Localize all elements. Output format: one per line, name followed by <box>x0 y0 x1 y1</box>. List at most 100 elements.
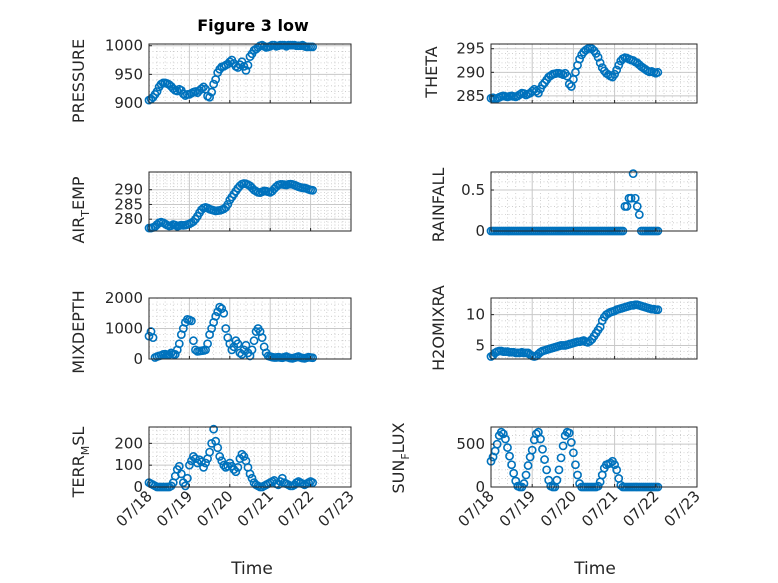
panel-terr-msl-ytick-label: 200 <box>114 434 143 452</box>
panel-mixdepth-ytick-label: 1000 <box>105 320 143 338</box>
panel-mixdepth-data-point <box>219 308 229 318</box>
panel-pressure-data-point <box>308 42 318 52</box>
panel-sun-flux-data-point <box>606 458 615 468</box>
panel-mixdepth-data-point <box>211 311 221 321</box>
panel-sun-flux-ylabel: SUNFLUX <box>389 422 412 493</box>
panel-theta-axes-box <box>490 43 698 104</box>
panel-terr-msl-data-point <box>213 443 223 453</box>
panel-theta-ytick-label: 295 <box>456 40 485 58</box>
panel-theta-data-point <box>575 54 584 64</box>
panel-pressure-data-point <box>241 65 251 75</box>
panel-theta: 285 290 295 THETA <box>422 40 698 105</box>
panel-terr-msl-data-point <box>217 456 227 466</box>
panel-mixdepth-data-point <box>247 345 257 355</box>
panel-terr-msl-data-point <box>233 462 243 472</box>
panel-theta-data-point <box>595 58 605 68</box>
panel-sun-flux-data-point <box>505 451 514 461</box>
panel-mixdepth: 0 1000 2000 MIXDEPTH <box>69 289 352 374</box>
panel-sun-flux-ytick-label: 0 <box>475 478 485 496</box>
panel-pressure-ytick-label: 950 <box>114 65 143 83</box>
panel-mixdepth-data-point <box>237 350 247 359</box>
panel-theta-data-point <box>653 67 663 77</box>
panel-rainfall-data-point <box>628 169 638 179</box>
panel-sun-flux-axes-box <box>490 426 698 488</box>
panel-terr-msl-data-point <box>231 467 241 477</box>
panel-terr-msl-data-point <box>182 473 192 483</box>
panel-sun-flux-data-point <box>540 455 549 464</box>
panel-pressure-data-point <box>207 87 217 97</box>
panel-terr-msl-data-point <box>184 460 194 470</box>
panel-sun-flux-background <box>491 427 697 487</box>
panel-pressure-data-point <box>178 89 188 99</box>
panel-terr-msl-data-point <box>237 449 247 459</box>
panel-air-temp-ytick-label: 280 <box>114 210 143 228</box>
panel-sun-flux-ylabel-sub: F <box>399 453 412 459</box>
panel-mixdepth-data-point <box>187 316 196 326</box>
panel-sun-flux-data-point <box>558 441 568 451</box>
panel-sun-flux-xtick-label: 07/23 <box>661 487 704 530</box>
panel-pressure-ytick-label: 900 <box>114 94 143 112</box>
panel-air-temp-ytick-label: 290 <box>114 181 143 199</box>
panel-terr-msl-data-point <box>277 473 287 483</box>
panel-terr-msl-ylabel-sub: M <box>79 446 92 456</box>
panel-terr-msl-data-point <box>308 478 318 488</box>
panel-mixdepth-data-point <box>189 336 198 346</box>
panel-sun-flux-data-point <box>523 461 533 470</box>
panel-terr-msl-xtick-label: 07/20 <box>193 487 236 530</box>
panel-terr-msl-xtick-label: 07/19 <box>153 487 196 530</box>
panel-air-temp-ylabel: AIRTEMP <box>69 176 92 243</box>
panel-rainfall-ylabel: RAINFALL <box>429 168 448 243</box>
panel-pressure-data-point <box>199 82 208 92</box>
panel-sun-flux-data-point <box>501 434 510 444</box>
panel-mixdepth-data-point <box>241 340 251 350</box>
panel-mixdepth-data-point <box>257 333 267 343</box>
panel-rainfall-data-point <box>630 193 640 203</box>
panel-terr-msl-data-point <box>176 469 186 479</box>
panel-sun-flux-data-point <box>571 460 580 470</box>
panel-theta-ytick-label: 290 <box>456 63 485 81</box>
panel-mixdepth-data-point <box>203 339 212 349</box>
panel-theta-data-point <box>538 80 547 90</box>
panel-h2omixra-data-point <box>653 305 663 315</box>
panel-rainfall-data-point <box>634 210 644 220</box>
panel-pressure-data-point <box>243 60 253 70</box>
panel-air-temp-ylabel-main: AIR <box>69 217 88 244</box>
panel-air-temp-ylabel-sub: T <box>79 210 92 218</box>
panel-sun-flux-data-point <box>566 438 576 447</box>
panel-sun-flux-data-point <box>552 475 562 485</box>
panel-sun-flux-data-point <box>556 453 566 463</box>
panel-air-temp-data-point <box>308 185 318 195</box>
panel-sun-flux-xlabel: Time <box>573 559 616 579</box>
panel-theta-data-point <box>610 69 619 79</box>
panel-rainfall-data-point <box>626 193 636 203</box>
panel-h2omixra-ytick-label: 10 <box>466 306 485 324</box>
panel-terr-msl-ylabel: TERRMSL <box>69 427 92 499</box>
panel-air-temp-data-point <box>223 200 233 209</box>
panel-mixdepth-data-point <box>170 350 180 359</box>
panel-mixdepth-ytick-label: 2000 <box>105 289 143 307</box>
panel-sun-flux-data-point <box>511 476 521 486</box>
panel-sun-flux-data-point <box>527 445 537 455</box>
panel-sun-flux-data-point <box>542 465 552 475</box>
panel-rainfall-data-point <box>632 202 642 211</box>
panel-rainfall-data-point <box>622 202 632 211</box>
panel-pressure: 900 950 1000 PRESSURE <box>69 37 352 123</box>
panel-terr-msl-data-point <box>199 462 208 472</box>
panel-mixdepth-plot: 0 1000 2000 <box>105 289 352 368</box>
panel-sun-flux-data-point <box>496 427 506 437</box>
panel-rainfall-ytick-label: 0 <box>475 222 485 240</box>
panel-terr-msl-data-point <box>205 447 214 457</box>
panel-pressure-axes-box <box>148 43 352 104</box>
panel-theta-ylabel: THETA <box>422 46 441 98</box>
panel-terr-msl-ylabel-rest: SL <box>69 427 88 446</box>
panel-terr-msl-xtick-label: 07/22 <box>274 487 317 530</box>
panel-theta-data-point <box>612 65 622 75</box>
panel-terr-msl-ytick-label: 0 <box>133 478 143 496</box>
panel-sun-flux-data-point <box>498 429 508 439</box>
